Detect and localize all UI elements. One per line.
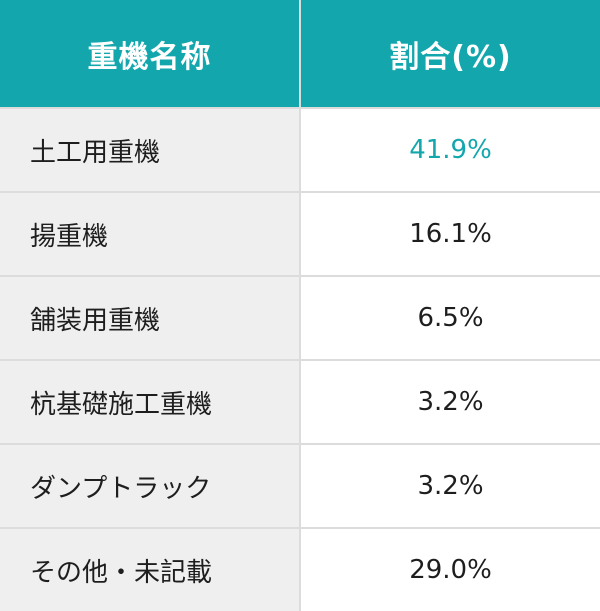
ratio-cell: 6.5% — [300, 275, 600, 360]
machine-name-cell: 杭基礎施工重機 — [0, 359, 301, 444]
table-row: 揚重機 16.1% — [0, 191, 600, 276]
table-row: 杭基礎施工重機 3.2% — [0, 359, 600, 444]
header-machine-name: 重機名称 — [0, 0, 301, 108]
machine-name-cell: その他・未記載 — [0, 527, 301, 611]
ratio-cell: 41.9% — [300, 107, 600, 192]
table-row: ダンプトラック 3.2% — [0, 443, 600, 528]
ratio-cell: 3.2% — [300, 359, 600, 444]
machine-name-cell: ダンプトラック — [0, 443, 301, 528]
machine-name-cell: 舗装用重機 — [0, 275, 301, 360]
machine-name-cell: 揚重機 — [0, 191, 301, 276]
ratio-cell: 3.2% — [300, 443, 600, 528]
machine-name-cell: 土工用重機 — [0, 107, 301, 192]
table-row: 土工用重機 41.9% — [0, 107, 600, 192]
table-row: その他・未記載 29.0% — [0, 527, 600, 611]
header-ratio: 割合(%) — [300, 0, 600, 108]
table-header-row: 重機名称 割合(%) — [0, 0, 600, 108]
ratio-cell: 29.0% — [300, 527, 600, 611]
ratio-cell: 16.1% — [300, 191, 600, 276]
table-row: 舗装用重機 6.5% — [0, 275, 600, 360]
